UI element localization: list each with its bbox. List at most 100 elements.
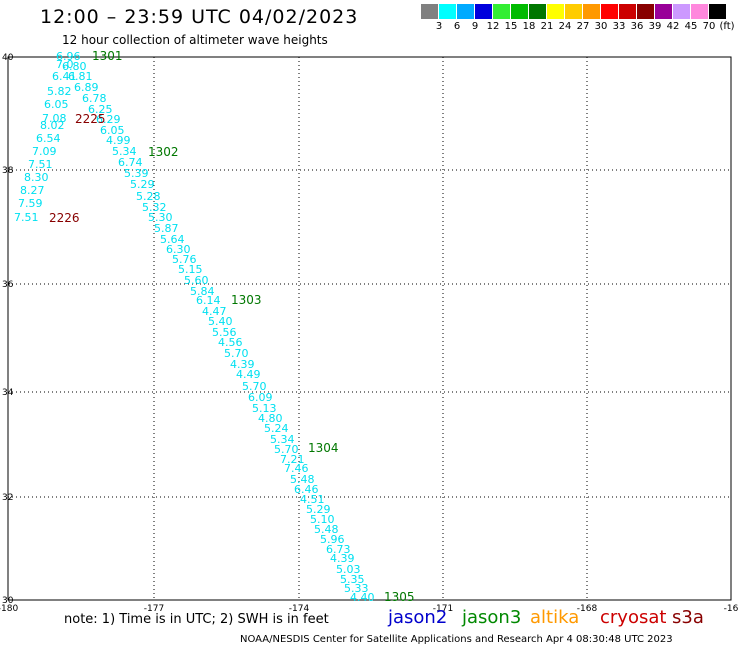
swh-value: 6.14	[196, 294, 221, 307]
satellite-altika: altika	[530, 607, 580, 628]
swh-value: 6.96	[56, 50, 81, 63]
swh-value: 5.56	[212, 326, 237, 339]
track-label: 1303	[231, 293, 262, 307]
swh-value: 5.29	[130, 178, 155, 191]
satellite-s3a: s3a	[672, 607, 704, 628]
swh-value: 5.48	[290, 473, 315, 486]
legend-swatch	[457, 4, 474, 19]
legend-label: 21	[540, 21, 554, 32]
swh-value: 5.10	[310, 513, 335, 526]
swh-value: 5.48	[314, 523, 339, 536]
swh-value: 6.73	[326, 543, 351, 556]
x-tick-label: -171	[433, 604, 453, 614]
swh-value: 5.60	[184, 274, 209, 287]
swh-value: 6.29	[96, 113, 121, 126]
swh-value: 4.51	[300, 493, 325, 506]
swh-value: 5.39	[124, 167, 149, 180]
swh-value: 5.87	[154, 222, 179, 235]
swh-value: 6.89	[74, 81, 99, 94]
legend-swatch	[511, 4, 528, 19]
swh-value: 8.02	[40, 119, 65, 132]
swh-value: 5.30	[148, 211, 173, 224]
swh-value: 5.70	[242, 380, 267, 393]
swh-value: 7.0	[56, 58, 74, 71]
map-frame	[7, 56, 732, 601]
legend-label: 3	[435, 21, 443, 32]
swh-value: 5.64	[160, 233, 185, 246]
track-labels: 1301 2225 1302 2226 1303 1304 1305	[49, 49, 415, 604]
swh-value: 5.34	[112, 145, 137, 158]
legend-swatch	[655, 4, 672, 19]
swh-value: 7.46	[284, 462, 309, 475]
legend-label: 70	[702, 21, 716, 32]
legend-swatch	[619, 4, 636, 19]
x-tick-label: -180	[0, 604, 18, 614]
swh-value: 6.81	[68, 70, 93, 83]
swh-value: 4.40	[350, 591, 375, 604]
swh-value: 6.09	[248, 391, 273, 404]
track-label: 1305	[384, 590, 415, 604]
x-tick-label: -16	[724, 604, 739, 614]
swh-value: 5.35	[340, 573, 365, 586]
swh-value: 7.09	[32, 145, 57, 158]
legend-swatch	[565, 4, 582, 19]
legend-swatch	[547, 4, 564, 19]
swh-value: 7.51	[28, 158, 53, 171]
swh-value: 6.78	[82, 92, 107, 105]
swh-value: 7.51	[14, 211, 39, 224]
track-label: 1304	[308, 441, 339, 455]
legend-label: 27	[576, 21, 590, 32]
swh-value: 8.27	[20, 184, 45, 197]
swh-value: 4.80	[258, 412, 283, 425]
swh-value: 7.08	[42, 112, 67, 125]
swh-value: 5.40	[208, 315, 233, 328]
legend-swatch	[529, 4, 546, 19]
legend-label: 9	[471, 21, 479, 32]
legend-swatch	[601, 4, 618, 19]
y-tick-label: 38	[2, 166, 14, 176]
swh-value: 5.76	[172, 253, 197, 266]
swh-value: 5.96	[320, 533, 345, 546]
legend-label: 6	[453, 21, 461, 32]
y-tick-label: 30	[2, 596, 14, 606]
swh-value: 5.03	[336, 563, 361, 576]
swh-value: 5.70	[224, 347, 249, 360]
swh-value: 6.80	[62, 60, 87, 73]
swh-value: 5.82	[47, 85, 72, 98]
track-label: 1301	[92, 49, 123, 63]
legend-swatch	[421, 4, 438, 19]
swh-value: 5.24	[264, 422, 289, 435]
satellite-cryosat: cryosat	[600, 607, 667, 628]
swh-value: 5.70	[274, 443, 299, 456]
satellite-jason2: jason2	[388, 607, 448, 628]
axis-ticks: -180 -177 -174 -171 -168 -16 40 38 36 34 32 30	[0, 53, 739, 614]
track-label: 2225	[75, 112, 106, 126]
swh-value: 4.99	[106, 134, 131, 147]
swh-value: 5.33	[344, 582, 369, 595]
legend-label: 18	[522, 21, 536, 32]
legend-swatch	[709, 4, 726, 19]
legend-swatch	[475, 4, 492, 19]
swh-value: 5.32	[142, 201, 167, 214]
swh-value: 4.49	[236, 368, 261, 381]
swh-value: 6.05	[100, 124, 125, 137]
swh-value: 6.30	[166, 243, 191, 256]
page-title: 12:00 – 23:59 UTC 04/02/2023	[40, 6, 359, 28]
swh-value: 5.13	[252, 402, 277, 415]
legend-label: 36	[630, 21, 644, 32]
legend-label: 12	[486, 21, 500, 32]
track-label: 1302	[148, 145, 179, 159]
x-tick-label: -168	[577, 604, 598, 614]
swh-value: 4.56	[218, 336, 243, 349]
swh-value: 6.54	[36, 132, 61, 145]
legend-label: 33	[612, 21, 626, 32]
swh-value: 4.39	[230, 358, 255, 371]
legend-swatch	[691, 4, 708, 19]
legend-label: 45	[684, 21, 698, 32]
x-tick-label: -174	[289, 604, 310, 614]
swh-value: 4.39	[330, 552, 355, 565]
legend-swatch	[583, 4, 600, 19]
swh-value: 6.74	[118, 156, 143, 169]
swh-value: 7.59	[18, 197, 43, 210]
